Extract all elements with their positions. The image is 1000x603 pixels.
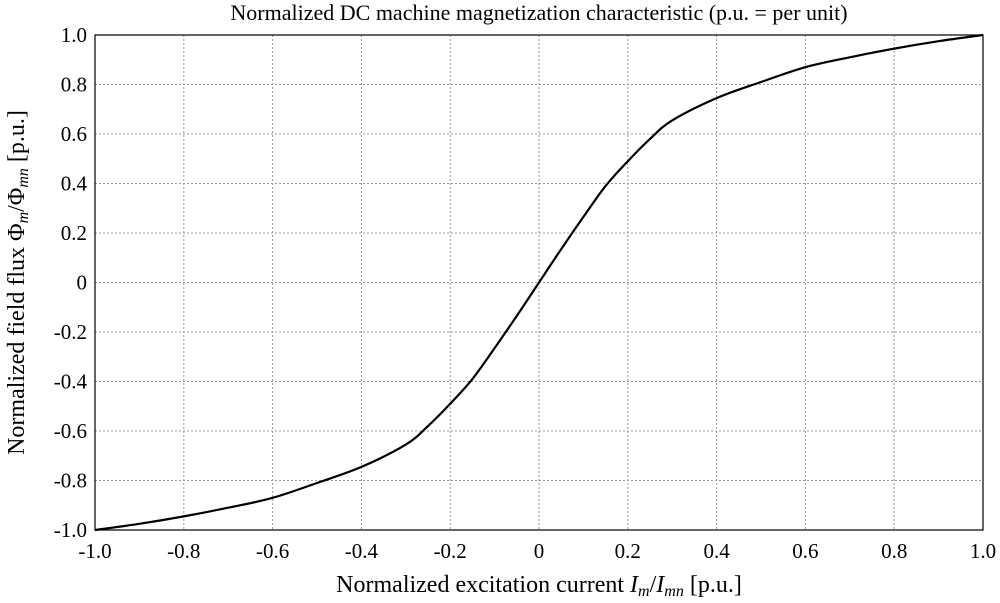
x-tick-label: -0.8 <box>167 539 200 563</box>
y-tick-label: 0.2 <box>61 221 87 245</box>
y-tick-label: 0.6 <box>61 122 87 146</box>
x-tick-label: -0.4 <box>345 539 379 563</box>
magnetization-curve <box>94 33 984 532</box>
y-tick-label: -0.2 <box>54 320 87 344</box>
y-tick-label: -0.6 <box>54 419 87 443</box>
y-tick-label: 0 <box>77 271 88 295</box>
x-axis-label: Normalized excitation current Im/Imn [p.… <box>336 572 742 600</box>
x-tick-label: 0.4 <box>703 539 730 563</box>
x-tick-label: 1.0 <box>970 539 996 563</box>
y-axis-label: Normalized field flux Φm/Φmn [p.u.] <box>4 110 32 455</box>
y-tick-labels: -1.0 -0.8 -0.6 -0.4 -0.2 0 0.2 0.4 0.6 0.8 1.0 <box>54 23 88 542</box>
x-tick-label: -0.6 <box>256 539 289 563</box>
y-tick-label: 0.8 <box>61 73 87 97</box>
chart-title: Normalized DC machine magnetization char… <box>230 0 847 25</box>
y-tick-label: -1.0 <box>54 518 87 542</box>
x-tick-label: 0.2 <box>615 539 641 563</box>
x-tick-label: 0 <box>534 539 545 563</box>
plot-frame <box>94 34 984 531</box>
x-tick-label: 0.6 <box>792 539 818 563</box>
y-tick-label: -0.8 <box>54 469 87 493</box>
y-tick-label: 1.0 <box>61 23 87 47</box>
x-tick-label: -1.0 <box>78 539 111 563</box>
x-tick-label: 0.8 <box>881 539 907 563</box>
x-tick-label: -0.2 <box>434 539 467 563</box>
y-tick-label: 0.4 <box>61 172 88 196</box>
series-layer <box>94 33 984 532</box>
y-tick-label: -0.4 <box>54 370 88 394</box>
x-tick-labels: -1.0 -0.8 -0.6 -0.4 -0.2 0 0.2 0.4 0.6 0.8 1.0 <box>78 539 996 563</box>
grid-lines <box>95 35 983 530</box>
